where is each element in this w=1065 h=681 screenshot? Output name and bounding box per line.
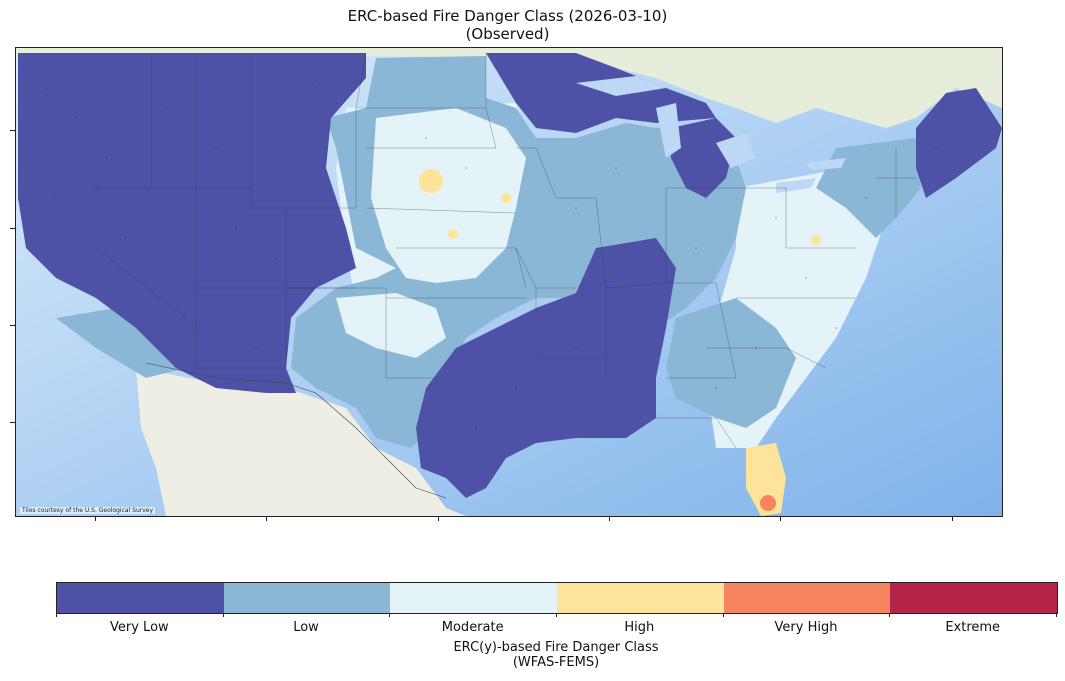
map-title-line1: ERC-based Fire Danger Class (2026-03-10) (347, 7, 668, 25)
x-tick (609, 516, 610, 521)
colorbar-title-line2: (WFAS-FEMS) (512, 655, 600, 670)
zone-high-dakota-2 (501, 193, 511, 203)
zone-verylow-west (18, 53, 366, 393)
fire-danger-map (16, 48, 1002, 516)
zone-moderate-texas (336, 293, 446, 358)
canada-land (16, 48, 1002, 128)
map-title: ERC-based Fire Danger Class (2026-03-10)… (0, 7, 1015, 43)
map-title-line2: (Observed) (465, 25, 550, 43)
x-tick (266, 516, 267, 521)
colorbar-tick (556, 613, 557, 617)
colorbar (56, 582, 1058, 614)
x-tick (438, 516, 439, 521)
colorbar-title-line1: ERC(y)-based Fire Danger Class (453, 640, 659, 655)
colorbar-label: Extreme (945, 620, 1001, 635)
colorbar-labels: Very Low Low Moderate High Very High Extreme (56, 620, 1056, 635)
colorbar-label: Very Low (110, 620, 169, 635)
colorbar-tick (889, 613, 891, 617)
colorbar-segment-moderate (390, 583, 558, 613)
colorbar-ticks (56, 613, 1057, 618)
x-tick (95, 516, 96, 521)
zone-verylow-southcentral (416, 238, 676, 498)
colorbar-tick (222, 613, 224, 617)
zone-high-dakota (419, 169, 443, 193)
map-panel[interactable]: Tiles courtesy of the U.S. Geological Su… (15, 47, 1003, 517)
y-tick (10, 130, 15, 131)
colorbar-segment-very-high (723, 583, 891, 613)
x-tick (952, 516, 953, 521)
colorbar-label: Very High (774, 620, 838, 635)
colorbar-label: High (624, 620, 655, 635)
map-attribution: Tiles courtesy of the U.S. Geological Su… (20, 507, 156, 514)
colorbar-tick (56, 613, 57, 617)
zone-low-socal (56, 308, 186, 378)
y-tick (10, 325, 15, 326)
zone-high-virginia (811, 235, 821, 245)
colorbar-label: Moderate (441, 620, 504, 635)
us-border-south (145, 362, 447, 499)
zone-low-southeast (666, 298, 796, 428)
zone-high-florida (746, 443, 786, 516)
great-lakes (576, 76, 846, 193)
colorbar-tick (389, 613, 391, 617)
x-tick (780, 516, 781, 521)
zone-verylow-michigan (671, 118, 736, 198)
mexico-land (136, 368, 466, 516)
colorbar-tick (1056, 613, 1057, 617)
colorbar-segment-high (557, 583, 724, 613)
colorbar-segment-very-low (57, 583, 224, 613)
y-tick (10, 228, 15, 229)
colorbar-segment-low (223, 583, 391, 613)
colorbar-segment-extreme (890, 583, 1058, 613)
y-tick (10, 422, 15, 423)
zone-high-nebraska (448, 229, 458, 239)
zone-verylow-newengland (916, 88, 1002, 198)
station-markers (45, 87, 937, 429)
colorbar-title: ERC(y)-based Fire Danger Class (WFAS-FEM… (56, 640, 1056, 670)
zone-moderate-inner (371, 108, 526, 283)
zone-veryhigh-florida (760, 495, 776, 511)
colorbar-tick (722, 613, 724, 617)
state-boundaries (95, 52, 916, 449)
colorbar-label: Low (293, 620, 319, 635)
